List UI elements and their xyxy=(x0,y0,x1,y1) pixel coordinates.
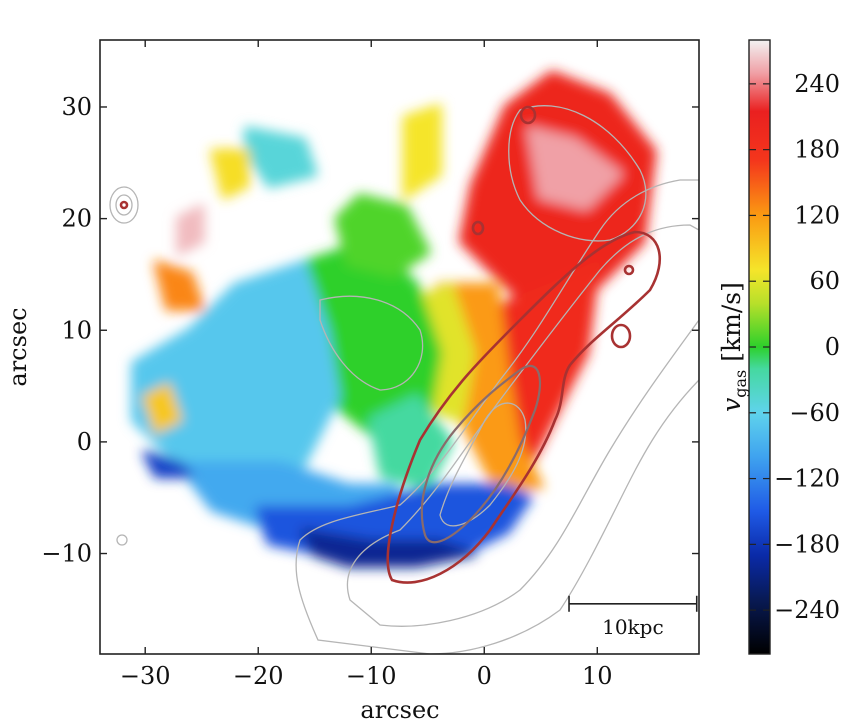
x-tick-label: −20 xyxy=(233,662,284,690)
y-tick-label: −10 xyxy=(41,540,92,568)
velocity-region-north-white-blob xyxy=(176,204,205,256)
colorbar-tick-label: 180 xyxy=(794,136,840,164)
velocity-region-north-west-yellow-blob xyxy=(210,148,250,200)
x-axis-label: arcsec xyxy=(360,696,439,724)
flux-contours-gray xyxy=(109,105,699,654)
plot-frame xyxy=(99,39,700,655)
velocity-region-west-yellow-clumps xyxy=(142,383,183,434)
bar-contour-outer xyxy=(386,230,661,584)
bar-contours-red xyxy=(119,105,661,584)
velocity-region-west-orange-blob xyxy=(153,260,205,311)
colorbar-label-symbol: v xyxy=(717,398,746,412)
flux-contour-nw-clump-inner xyxy=(115,194,133,216)
flux-contour-mid xyxy=(346,224,699,627)
x-tick-label: −10 xyxy=(346,662,397,690)
y-tick-label: 10 xyxy=(61,316,92,344)
flux-contour-nw-clump xyxy=(109,186,139,224)
colorbar-label-subscript: gas xyxy=(731,370,750,398)
colorbar-label: vgas [km/s] xyxy=(717,282,750,412)
y-tick-label: 20 xyxy=(61,205,92,233)
bar-contour-knot-ne xyxy=(623,264,635,276)
x-tick-label: −30 xyxy=(120,662,171,690)
x-tick-label: 10 xyxy=(582,662,613,690)
x-axis-ticks: −30 −20 −10 0 10 xyxy=(120,40,613,690)
y-axis-ticks: −10 0 10 20 30 xyxy=(41,93,699,568)
y-tick-label: 0 xyxy=(77,428,92,456)
velocity-region-west-blue-tip xyxy=(142,450,194,479)
flux-contour-outer xyxy=(295,179,699,654)
flux-contour-inner xyxy=(439,402,527,527)
colorbar-tick-label: −60 xyxy=(789,399,840,427)
y-tick-label: 30 xyxy=(61,93,92,121)
bar-contour-knot-north xyxy=(519,105,537,125)
colorbar-tick-label: −240 xyxy=(774,596,840,624)
colorbar-tick-label: −180 xyxy=(774,530,840,558)
scale-bar: 10kpc xyxy=(568,595,698,639)
bar-contour-knot-east xyxy=(610,323,632,349)
velocity-region-north-west-cyan-blob xyxy=(243,126,318,189)
scale-bar-label: 10kpc xyxy=(602,615,664,639)
colorbar: −240 −180 −120 −60 0 60 120 180 240 vgas [km/s] xyxy=(717,39,840,655)
colorbar-label-unit: [km/s] xyxy=(717,282,746,370)
velocity-field-blurred xyxy=(130,70,657,568)
colorbar-ticks: −240 −180 −120 −60 0 60 120 180 240 xyxy=(749,70,840,624)
bar-contour-knot-north2 xyxy=(471,220,485,236)
flux-contour-west-arm xyxy=(319,295,424,391)
colorbar-tick-label: 120 xyxy=(794,201,840,229)
bar-contour-inner xyxy=(420,364,542,544)
velocity-field xyxy=(130,70,657,568)
colorbar-tick-label: 240 xyxy=(794,70,840,98)
velocity-region-north-east-peak xyxy=(526,126,623,211)
colorbar-tick-label: 0 xyxy=(825,333,840,361)
x-tick-label: 0 xyxy=(477,662,492,690)
bar-contour-knot-nw xyxy=(119,200,129,210)
flux-contour-north xyxy=(508,105,647,242)
flux-contour-small xyxy=(116,534,128,546)
colorbar-tick-label: 60 xyxy=(809,267,840,295)
velocity-region-north-green-blob xyxy=(334,193,431,278)
velocity-region-north-yellow-blob xyxy=(402,104,443,200)
y-axis-label: arcsec xyxy=(4,307,32,386)
colorbar-tick-label: −120 xyxy=(774,465,840,493)
